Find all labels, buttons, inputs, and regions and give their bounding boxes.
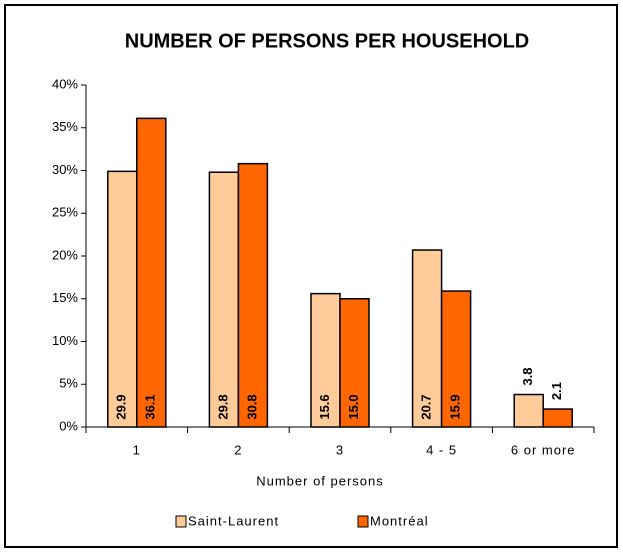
value-label: 29.8: [215, 394, 230, 419]
value-label: 15.0: [346, 394, 361, 419]
y-tick-label: 5%: [59, 376, 78, 391]
y-tick-label: 10%: [52, 333, 78, 348]
bar: [513, 393, 544, 428]
value-label: 15.6: [317, 394, 332, 419]
value-label: 15.9: [448, 394, 463, 419]
x-tick-label: 2: [234, 442, 242, 457]
bar: [136, 117, 167, 428]
bar: [411, 249, 443, 428]
bar: [208, 171, 240, 428]
bar: [440, 290, 472, 428]
y-tick-label: 40%: [52, 76, 78, 91]
x-tick-label: 1: [133, 442, 141, 457]
y-tick-label: 15%: [52, 290, 78, 305]
value-label: 2.1: [549, 382, 564, 400]
legend-swatch: [357, 515, 369, 528]
legend-label: Saint-Laurent: [188, 513, 279, 528]
value-label: 29.9: [114, 394, 129, 419]
value-label: 3.8: [520, 367, 535, 385]
x-tick-label: 4 - 5: [426, 442, 457, 457]
y-tick-label: 35%: [52, 119, 78, 134]
x-tick-label: 6 or more: [511, 442, 576, 457]
y-tick-label: 20%: [52, 247, 78, 262]
value-label: 36.1: [143, 394, 158, 419]
x-axis-label: Number of persons: [256, 473, 384, 488]
value-label: 20.7: [419, 394, 434, 419]
chart-title: NUMBER OF PERSONS PER HOUSEHOLD: [125, 30, 529, 52]
chart-border: [4, 4, 618, 548]
legend-swatch: [175, 515, 187, 528]
y-tick-label: 25%: [52, 205, 78, 220]
bar: [542, 408, 573, 428]
y-tick-label: 30%: [52, 162, 78, 177]
legend-label: Montréal: [370, 513, 429, 528]
y-tick-label: 0%: [59, 418, 78, 433]
x-tick-label: 3: [336, 442, 344, 457]
bar: [237, 162, 269, 428]
bar: [107, 170, 138, 428]
bar: [339, 298, 370, 428]
bar: [310, 292, 341, 428]
value-label: 30.8: [244, 394, 259, 419]
